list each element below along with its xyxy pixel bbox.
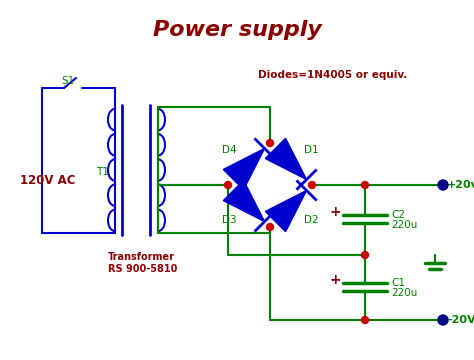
Text: D1: D1 (304, 145, 319, 155)
Text: Power supply: Power supply (153, 20, 321, 40)
Text: Transformer
RS 900-5810: Transformer RS 900-5810 (108, 252, 177, 274)
Polygon shape (223, 180, 264, 221)
Text: 220u: 220u (391, 220, 418, 230)
Circle shape (362, 316, 368, 324)
Text: D4: D4 (222, 145, 237, 155)
Text: Diodes=1N4005 or equiv.: Diodes=1N4005 or equiv. (258, 70, 407, 80)
Text: 220u: 220u (391, 288, 418, 297)
Polygon shape (223, 148, 264, 190)
Polygon shape (265, 190, 307, 232)
Circle shape (362, 181, 368, 189)
Text: C1: C1 (391, 278, 405, 288)
Text: T1: T1 (96, 167, 109, 177)
Circle shape (225, 181, 231, 189)
Text: +20v: +20v (447, 180, 474, 190)
Circle shape (309, 181, 316, 189)
Circle shape (362, 252, 368, 258)
Text: S1: S1 (61, 76, 74, 86)
Circle shape (438, 315, 448, 325)
Text: D3: D3 (222, 215, 237, 225)
Text: D2: D2 (304, 215, 319, 225)
Circle shape (266, 224, 273, 230)
Circle shape (438, 180, 448, 190)
Text: C2: C2 (391, 210, 405, 220)
Polygon shape (265, 138, 307, 180)
Circle shape (266, 139, 273, 147)
Text: +: + (329, 205, 341, 219)
Text: -20V: -20V (447, 315, 474, 325)
Text: 120V AC: 120V AC (20, 174, 75, 186)
Text: +: + (329, 273, 341, 287)
